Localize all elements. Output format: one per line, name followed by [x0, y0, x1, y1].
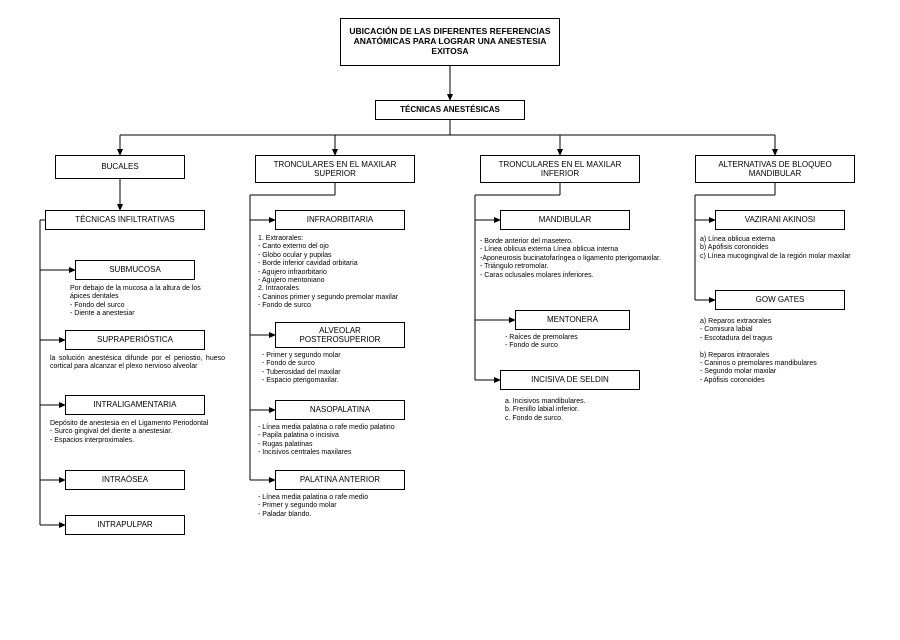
- incisiva-text: INCISIVA DE SELDIN: [531, 375, 609, 384]
- mandibular-desc: - Borde anterior del masetero. - Línea o…: [480, 238, 670, 280]
- col1-header: BUCALES: [55, 155, 185, 179]
- incisiva-desc: a. Incisivos mandibulares. b. Frenillo l…: [505, 398, 665, 423]
- mentonera-desc: - Raíces de premolares - Fondo de surco: [505, 334, 655, 351]
- infra-text: INFRAORBITARIA: [307, 215, 374, 224]
- col4-header: ALTERNATIVAS DE BLOQUEO MANDIBULAR: [695, 155, 855, 183]
- gow-box: GOW GATES: [715, 290, 845, 310]
- col2-header-text: TRONCULARES EN EL MAXILAR SUPERIOR: [260, 160, 410, 178]
- col1-header-text: BUCALES: [101, 162, 138, 171]
- intralig-text: INTRALIGAMENTARIA: [94, 400, 177, 409]
- supra-box: SUPRAPERIÓSTICA: [65, 330, 205, 350]
- col4-header-text: ALTERNATIVAS DE BLOQUEO MANDIBULAR: [700, 160, 850, 178]
- intrapulpar-box: INTRAPULPAR: [65, 515, 185, 535]
- gow-text: GOW GATES: [756, 295, 805, 304]
- submucosa-box: SUBMUCOSA: [75, 260, 195, 280]
- vazirani-text: VAZIRANI AKINOSI: [745, 215, 816, 224]
- intraosea-text: INTRAÓSEA: [102, 475, 148, 484]
- palatina-text: PALATINA ANTERIOR: [300, 475, 380, 484]
- mentonera-text: MENTONERA: [547, 315, 598, 324]
- col2-header: TRONCULARES EN EL MAXILAR SUPERIOR: [255, 155, 415, 183]
- mentonera-box: MENTONERA: [515, 310, 630, 330]
- col3-header-text: TRONCULARES EN EL MAXILAR INFERIOR: [485, 160, 635, 178]
- naso-text: NASOPALATINA: [310, 405, 370, 414]
- col1-sub: TÉCNICAS INFILTRATIVAS: [45, 210, 205, 230]
- alveolar-desc: - Primer y segundo molar - Fondo de surc…: [262, 352, 422, 386]
- infra-box: INFRAORBITARIA: [275, 210, 405, 230]
- col1-sub-text: TÉCNICAS INFILTRATIVAS: [75, 215, 175, 224]
- gow-desc: a) Reparos extraorales - Comisura labial…: [700, 318, 880, 385]
- alveolar-text: ALVEOLAR POSTEROSUPERIOR: [280, 326, 400, 344]
- submucosa-text: SUBMUCOSA: [109, 265, 161, 274]
- mandibular-text: MANDIBULAR: [539, 215, 591, 224]
- supra-text: SUPRAPERIÓSTICA: [97, 335, 173, 344]
- supra-desc: la solución anestésica difunde por el pe…: [50, 355, 225, 372]
- palatina-desc: - Línea media palatina o rafe medio - Pr…: [258, 494, 438, 519]
- incisiva-box: INCISIVA DE SELDIN: [500, 370, 640, 390]
- palatina-box: PALATINA ANTERIOR: [275, 470, 405, 490]
- col3-header: TRONCULARES EN EL MAXILAR INFERIOR: [480, 155, 640, 183]
- vazirani-desc: a) Línea oblicua externa b) Apófisis cor…: [700, 236, 880, 261]
- tecnicas-box: TÉCNICAS ANESTÉSICAS: [375, 100, 525, 120]
- title-box: UBICACIÓN DE LAS DIFERENTES REFERENCIAS …: [340, 18, 560, 66]
- intralig-box: INTRALIGAMENTARIA: [65, 395, 205, 415]
- title-text: UBICACIÓN DE LAS DIFERENTES REFERENCIAS …: [345, 27, 555, 56]
- infra-desc: 1. Extraorales: - Canto externo del ojo …: [258, 235, 448, 311]
- naso-desc: - Línea media palatina o rafe medio pala…: [258, 424, 453, 458]
- naso-box: NASOPALATINA: [275, 400, 405, 420]
- vazirani-box: VAZIRANI AKINOSI: [715, 210, 845, 230]
- mandibular-box: MANDIBULAR: [500, 210, 630, 230]
- submucosa-desc: Por debajo de la mucosa a la altura de l…: [70, 285, 215, 319]
- alveolar-box: ALVEOLAR POSTEROSUPERIOR: [275, 322, 405, 348]
- intrapulpar-text: INTRAPULPAR: [97, 520, 152, 529]
- intraosea-box: INTRAÓSEA: [65, 470, 185, 490]
- intralig-desc: Depósito de anestesia en el Ligamento Pe…: [50, 420, 230, 445]
- tecnicas-text: TÉCNICAS ANESTÉSICAS: [400, 105, 500, 114]
